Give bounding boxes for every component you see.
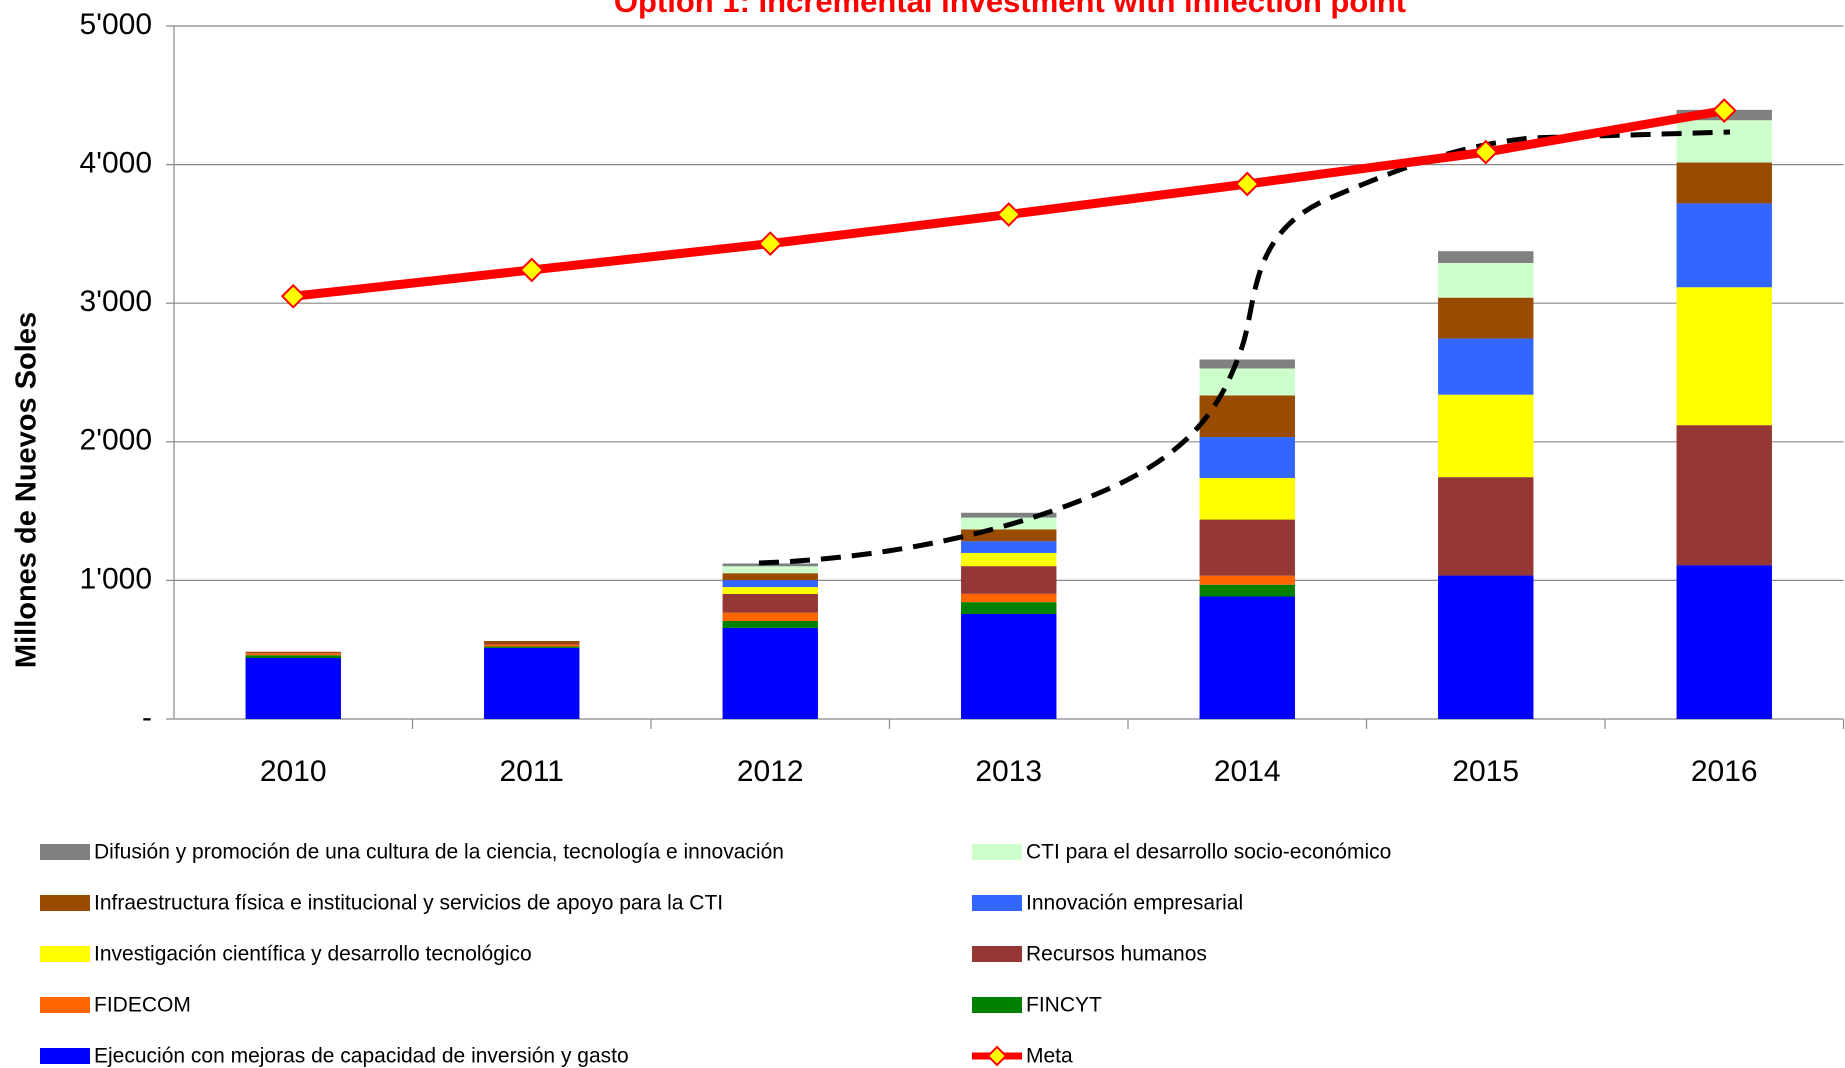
bar-segment [722,593,818,613]
meta-marker [1473,139,1499,165]
bar-segment [1438,477,1534,576]
x-tick-label: 2015 [1452,755,1519,788]
bar-segment [961,602,1057,614]
legend-swatch [40,1048,90,1064]
legend-label: Innovación empresarial [1026,892,1243,915]
legend-swatch [972,895,1022,911]
bar-segment [961,566,1057,594]
legend-swatch [40,895,90,911]
x-tick-label: 2011 [499,755,564,788]
bar-segment [961,593,1057,603]
bar-segment [961,613,1057,719]
legend-swatch [972,946,1022,962]
bar-segment [1199,437,1295,478]
bar-segment [1199,477,1295,520]
legend-label: FIDECOM [94,994,191,1017]
bar-segment [1676,203,1772,288]
y-tick-label: 4'000 [80,147,152,180]
bar-segment [484,647,580,719]
legend-label: Infraestructura física e institucional y… [94,892,723,915]
bar-segment [1199,368,1295,396]
bar-segment [245,653,341,656]
bar-segment [1438,575,1534,719]
bar-segment [484,644,580,647]
bar-segment [245,655,341,659]
bar-segment [1199,596,1295,719]
bar-segment [722,587,818,594]
x-tick-label: 2012 [737,755,804,788]
bar-segment [1676,425,1772,566]
bar-segment [1199,359,1295,369]
legend-label: Recursos humanos [1026,943,1207,966]
bar-segment [961,529,1057,542]
y-tick-label: 2'000 [80,424,152,457]
bar-segment [1438,251,1534,264]
bar-segment [1199,584,1295,597]
legend-swatch [986,1045,1008,1067]
bar-segment [961,541,1057,553]
meta-marker [1234,171,1260,197]
bar-segment [484,643,580,645]
legend-label: Difusión y promoción de una cultura de l… [94,841,784,864]
bar-segment [484,640,580,644]
meta-marker [519,257,545,283]
x-tick-label: 2014 [1214,755,1281,788]
y-tick-label: 1'000 [80,562,152,595]
bar-segment [245,651,341,653]
legend-label: Meta [1026,1045,1073,1068]
legend-swatch [40,997,90,1013]
bar-segment [722,573,818,581]
meta-marker [757,231,783,257]
inflection-curve [758,129,1731,566]
legend-swatch [40,844,90,860]
bar-segment [245,658,341,719]
y-tick-label: - [142,701,152,734]
bar-segment [484,646,580,648]
bar-segment [1438,338,1534,395]
legend-swatch [972,844,1022,860]
bar-segment [722,627,818,719]
bar-segment [1199,395,1295,438]
meta-marker [1711,98,1737,123]
bar-segment [1676,287,1772,426]
chart-title: Option 1: Incremental investment with in… [614,0,1406,19]
bar-segment [722,612,818,622]
bar-segment [1676,565,1772,719]
y-tick-label: 3'000 [80,285,152,318]
legend-label: Investigación científica y desarrollo te… [94,943,532,966]
legend-label: FINCYT [1026,994,1102,1017]
bar-segment [1438,394,1534,478]
x-tick-label: 2013 [975,755,1042,788]
bar-segment [722,566,818,574]
legend-label: CTI para el desarrollo socio-económico [1026,841,1391,864]
bar-segment [961,552,1057,567]
bar-segment [245,652,341,654]
bar-segment [1676,162,1772,204]
bar-segment [1199,575,1295,585]
bar-segment [1438,297,1534,339]
meta-marker [996,202,1022,227]
legend-swatch [40,946,90,962]
bar-segment [1676,120,1772,163]
bar-segment [722,580,818,588]
y-axis-label: Millones de Nuevos Soles [11,312,43,668]
bar-segment [1438,263,1534,298]
legend-label: Ejecución con mejoras de capacidad de in… [94,1045,629,1068]
bar-segment [722,621,818,628]
bar-segment [1199,519,1295,576]
x-tick-label: 2016 [1691,755,1758,788]
legend-swatch [972,997,1022,1013]
bar-segment [961,512,1057,518]
meta-marker [280,283,306,309]
x-tick-label: 2010 [260,755,327,788]
y-tick-label: 5'000 [80,8,152,41]
